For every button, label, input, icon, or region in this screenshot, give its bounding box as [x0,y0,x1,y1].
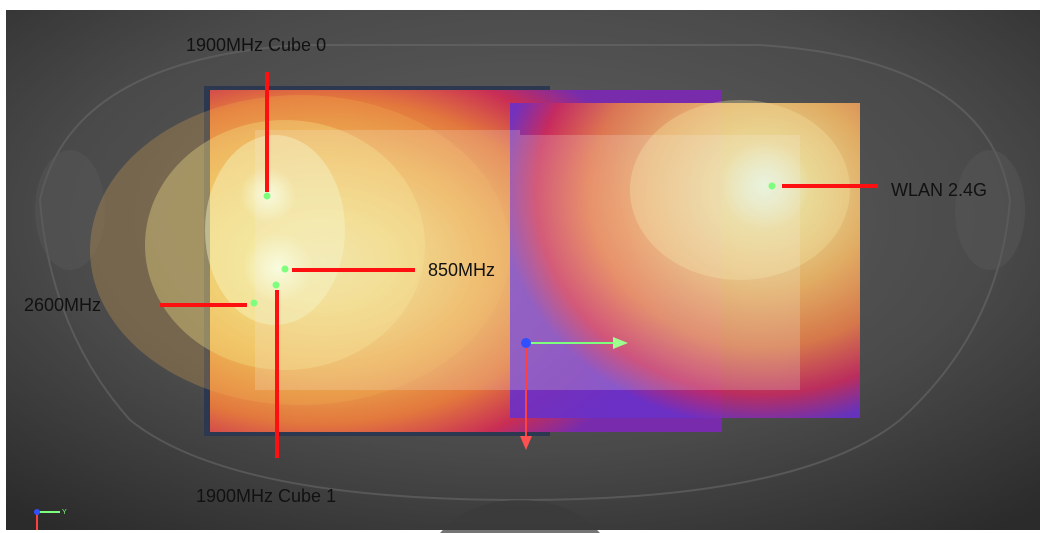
heatmap-area-right [510,103,860,418]
peak-marker-cube0 [263,192,271,200]
peak-marker-wlan [768,182,776,190]
phantom-neck [440,500,600,533]
phantom-ear-right [955,150,1025,270]
peak-marker-850 [281,265,289,273]
peak-marker-cube1 [272,281,280,289]
phantom-ear-left [35,150,105,270]
cube-face-overlay-right [520,135,800,390]
phantom-outline [38,44,1012,502]
label-wlan-2-4g: WLAN 2.4G [891,180,988,200]
global-axis-triad: Y [34,509,67,530]
label-1900mhz-cube-1: 1900MHz Cube 1 [196,486,337,506]
svg-text:Y: Y [62,509,67,516]
heat-contour-right-2 [720,140,810,230]
hotspot-glow-850 [243,233,313,303]
label-1900mhz-cube-0: 1900MHz Cube 0 [186,35,327,55]
label-2600mhz: 2600MHz [24,295,102,315]
local-axis-triad [520,337,628,450]
label-850mhz: 850MHz [428,260,496,280]
peak-marker-2600 [250,299,258,307]
